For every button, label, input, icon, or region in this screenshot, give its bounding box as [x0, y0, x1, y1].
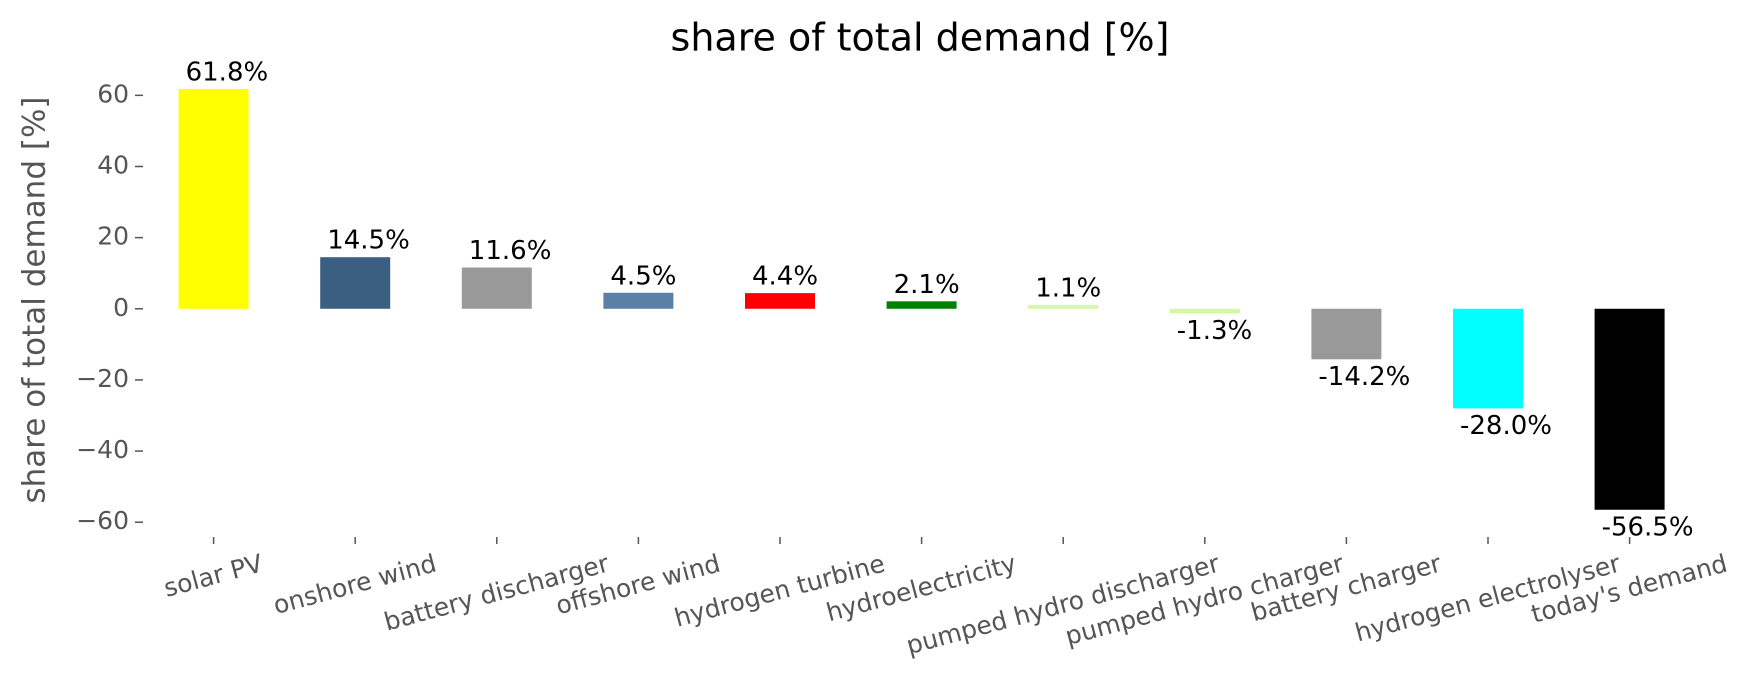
- value-label: 2.1%: [894, 270, 960, 300]
- value-label: 61.8%: [186, 57, 269, 87]
- bar: [178, 88, 249, 309]
- bar: [886, 301, 957, 309]
- bar: [1594, 308, 1665, 510]
- bar: [745, 293, 815, 309]
- y-axis-label: share of total demand [%]: [17, 96, 53, 503]
- y-tick-label: −40: [76, 435, 129, 464]
- y-tick-label: −20: [76, 364, 129, 393]
- value-label: 14.5%: [327, 226, 410, 256]
- bar: [1453, 308, 1523, 409]
- bar: [1169, 308, 1240, 314]
- chart-title: share of total demand [%]: [671, 16, 1170, 60]
- bar: [1028, 304, 1099, 309]
- y-tick-label: 40: [97, 150, 129, 179]
- bar: [603, 292, 674, 309]
- y-tick-label: −60: [76, 506, 129, 535]
- y-tick-label: 60: [97, 79, 129, 108]
- value-label: -56.5%: [1602, 512, 1694, 542]
- value-label: -14.2%: [1318, 362, 1410, 392]
- value-label: -28.0%: [1460, 411, 1552, 441]
- value-label: 4.4%: [752, 262, 818, 292]
- y-tick-label: 0: [113, 293, 129, 322]
- bar: [320, 257, 391, 309]
- y-tick-label: 20: [97, 222, 129, 251]
- value-label: 4.5%: [610, 261, 676, 291]
- value-label: 1.1%: [1035, 273, 1101, 303]
- value-label: 11.6%: [469, 236, 552, 266]
- bar: [461, 267, 532, 309]
- bar: [1311, 308, 1382, 360]
- x-tick-label: solar PV: [161, 549, 266, 603]
- value-label: -1.3%: [1177, 316, 1252, 346]
